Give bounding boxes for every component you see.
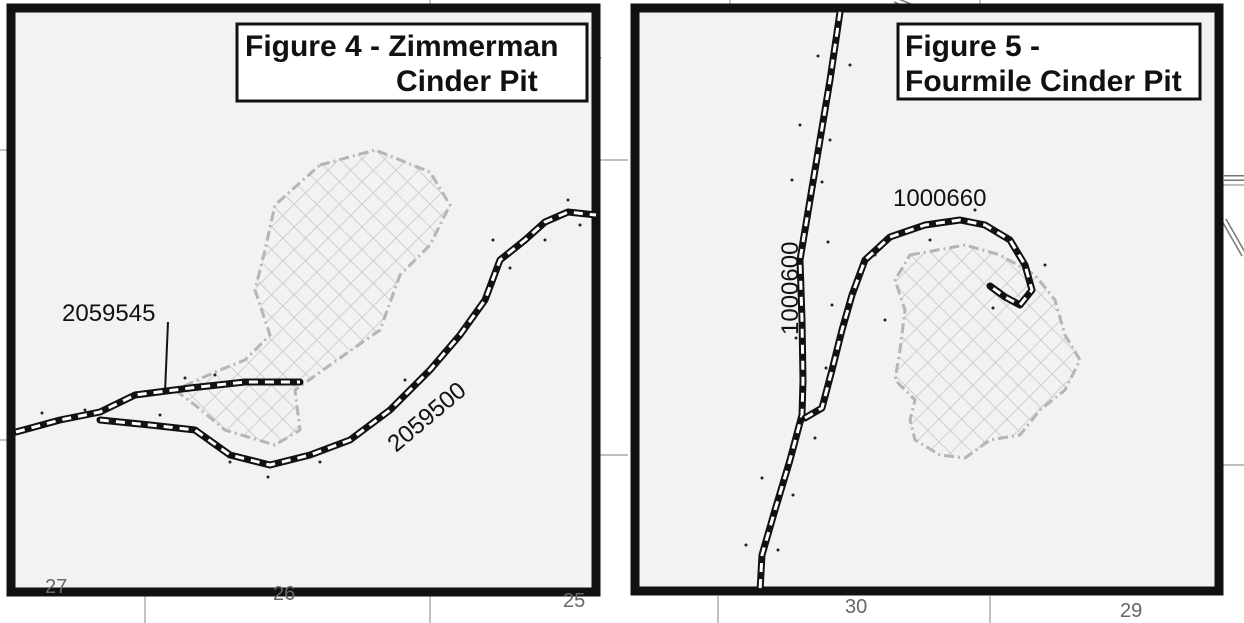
road-1000600 bbox=[756, 8, 844, 595]
figure-title-line2: Fourmile Cinder Pit bbox=[905, 65, 1182, 98]
cinder-pit-hatch-icon bbox=[893, 243, 1082, 460]
section-number: 27 bbox=[45, 576, 67, 598]
figure-title-line2: Cinder Pit bbox=[396, 65, 538, 98]
road-label-1000600: 1000600 bbox=[777, 242, 804, 335]
road-1000660 bbox=[801, 216, 1036, 422]
map-panel-zimmerman: 2059545 2059500 Figure 4 - Zimmerman Cin… bbox=[6, 3, 601, 597]
label-leader-line bbox=[164, 321, 169, 393]
section-number: 25 bbox=[563, 590, 585, 612]
figure-title-line1: Figure 4 - Zimmerman bbox=[245, 30, 558, 63]
road-2059500 bbox=[96, 208, 600, 469]
section-number: 30 bbox=[845, 596, 867, 618]
point-markers bbox=[744, 54, 1047, 552]
map-panel-fourmile: 1000600 1000660 Figure 5 - Fourmile Cind… bbox=[630, 3, 1224, 596]
road-2059545 bbox=[12, 378, 304, 436]
section-number: 29 bbox=[1120, 600, 1142, 622]
road-label-2059545: 2059545 bbox=[62, 300, 155, 327]
road-label-1000660: 1000660 bbox=[893, 185, 986, 212]
figure-title-box bbox=[896, 22, 1202, 101]
point-markers bbox=[40, 198, 582, 479]
cinder-pit-hatch-icon bbox=[172, 148, 452, 447]
figure-title-box bbox=[235, 22, 589, 103]
figure-title-line1: Figure 5 - bbox=[905, 30, 1040, 63]
cinder-pit-area bbox=[893, 243, 1082, 460]
section-number: 26 bbox=[273, 583, 295, 605]
cinder-pit-area bbox=[172, 148, 452, 447]
